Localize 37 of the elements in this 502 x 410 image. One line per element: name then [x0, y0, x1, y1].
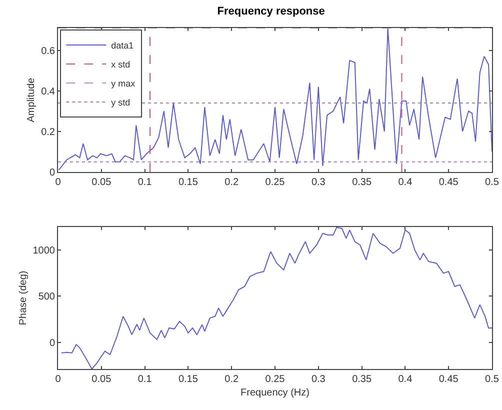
y-tick-label: 0.4 — [41, 86, 56, 98]
y-tick-label: 0 — [49, 338, 56, 349]
chart-title: Frequency response — [217, 6, 325, 18]
y-tick-label: 500 — [38, 292, 56, 303]
line-series — [58, 28, 492, 170]
y-tick-label: 1000 — [32, 246, 56, 257]
y-axis-title: Amplitude — [26, 77, 38, 122]
x-axis-title: Frequency (Hz) — [240, 388, 310, 398]
x-tick-label: 0.35 — [352, 177, 372, 188]
y-tick-label: 0.2 — [41, 126, 56, 138]
y-axis-title: Phase (deg) — [18, 270, 29, 326]
legend-label: y max — [111, 78, 136, 88]
x-tick-label: 0.25 — [265, 177, 286, 188]
x-tick-label: 0.4 — [398, 374, 413, 385]
y-tick-label: 0 — [49, 168, 56, 178]
x-tick-label: 0.05 — [92, 374, 112, 385]
legend-label: data1 — [111, 40, 134, 50]
x-tick-label: 0.2 — [224, 374, 239, 385]
x-tick-label: 0.15 — [178, 374, 198, 385]
x-tick-label: 0.3 — [311, 374, 326, 385]
x-tick-label: 0.05 — [92, 177, 112, 188]
x-tick-label: 0.35 — [352, 374, 372, 385]
x-tick-label: 0.25 — [265, 374, 286, 385]
x-tick-label: 0.1 — [138, 374, 152, 385]
x-tick-label: 0.15 — [178, 177, 198, 188]
x-tick-label: 0.3 — [311, 177, 326, 188]
legend-label: y std — [111, 97, 130, 108]
ref-line-label: x std — [111, 59, 130, 70]
line-series — [60, 227, 492, 369]
x-tick-label: 0.45 — [438, 177, 459, 188]
x-tick-label: 0.4 — [398, 177, 413, 188]
x-tick-label: 0.5 — [485, 374, 500, 385]
y-tick-label: 0.6 — [41, 46, 56, 57]
x-tick-label: 0.45 — [438, 374, 459, 385]
x-tick-label: 0.5 — [485, 177, 500, 188]
x-tick-label: 0.2 — [224, 177, 239, 188]
x-tick-label: 0.1 — [138, 177, 152, 188]
